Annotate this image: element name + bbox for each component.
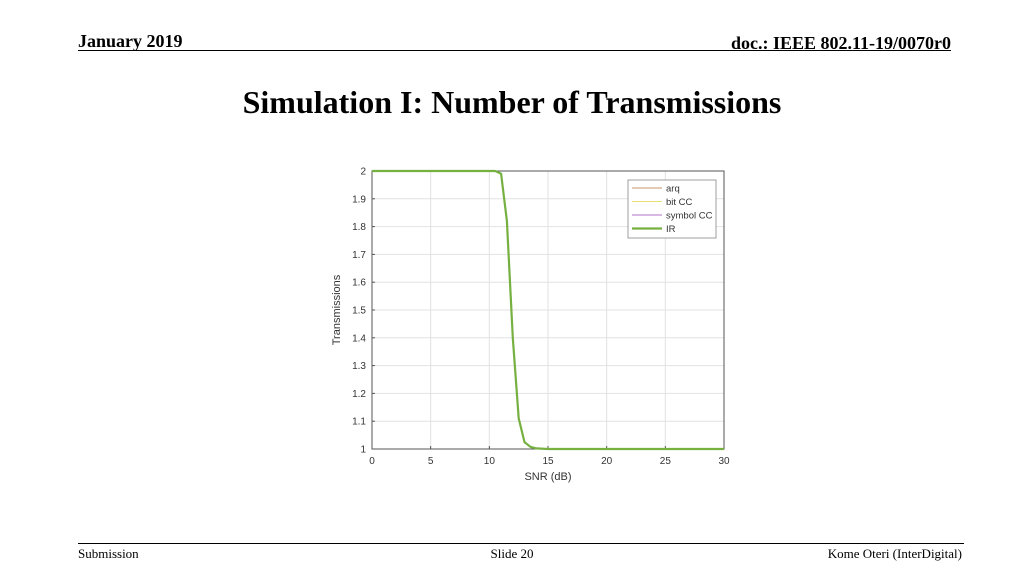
footer-divider bbox=[78, 543, 964, 544]
y-tick-label: 2 bbox=[360, 167, 366, 178]
legend-label: symbol CC bbox=[666, 211, 713, 222]
x-axis-label: SNR (dB) bbox=[524, 471, 571, 483]
header-doc-id: doc.: IEEE 802.11-19/0070r0 bbox=[730, 33, 951, 53]
series-line-ir bbox=[372, 169, 724, 451]
x-tick-label: 10 bbox=[484, 456, 496, 467]
y-tick-label: 1.6 bbox=[352, 278, 366, 289]
transmissions-chart: 0 5 10 15 20 25 30 1 1.1 1.2 1.3 1.4 1.5 1.6 1.7 1.8 1.… bbox=[331, 167, 730, 484]
x-tick-label: 20 bbox=[601, 456, 613, 467]
y-tick-label: 1.4 bbox=[352, 333, 366, 344]
footer-submission: Submission bbox=[78, 546, 139, 561]
legend-label: IR bbox=[666, 224, 676, 235]
y-axis-label: Transmissions bbox=[331, 274, 343, 345]
y-tick-label: 1.8 bbox=[352, 222, 366, 233]
legend-label: bit CC bbox=[666, 197, 693, 208]
y-tick-label: 1.9 bbox=[352, 194, 366, 205]
x-tick-labels: 0 5 10 15 20 25 30 bbox=[369, 456, 730, 467]
chart-legend: arq bit CC symbol CC IR bbox=[627, 179, 717, 239]
footer-author: Kome Oteri (InterDigital) bbox=[827, 546, 962, 561]
x-tick-label: 0 bbox=[369, 456, 375, 467]
header-divider bbox=[78, 50, 951, 51]
x-tick-label: 15 bbox=[542, 456, 554, 467]
x-tick-label: 25 bbox=[660, 456, 672, 467]
footer-slide-number: Slide 20 bbox=[490, 546, 534, 561]
y-tick-label: 1 bbox=[360, 445, 366, 456]
y-tick-label: 1.3 bbox=[352, 361, 366, 372]
series-lines bbox=[372, 169, 724, 451]
legend-label: arq bbox=[666, 184, 680, 195]
y-tick-label: 1.5 bbox=[352, 306, 366, 317]
y-tick-label: 1.2 bbox=[352, 389, 366, 400]
header-date: January 2019 bbox=[78, 31, 183, 51]
x-tick-label: 5 bbox=[428, 456, 434, 467]
y-tick-labels: 1 1.1 1.2 1.3 1.4 1.5 1.6 1.7 1.8 1.9 2 bbox=[352, 167, 366, 456]
slide-title: Simulation I: Number of Transmissions bbox=[242, 84, 782, 120]
y-tick-label: 1.1 bbox=[352, 417, 366, 428]
y-tick-label: 1.7 bbox=[352, 250, 366, 261]
x-tick-label: 30 bbox=[718, 456, 730, 467]
